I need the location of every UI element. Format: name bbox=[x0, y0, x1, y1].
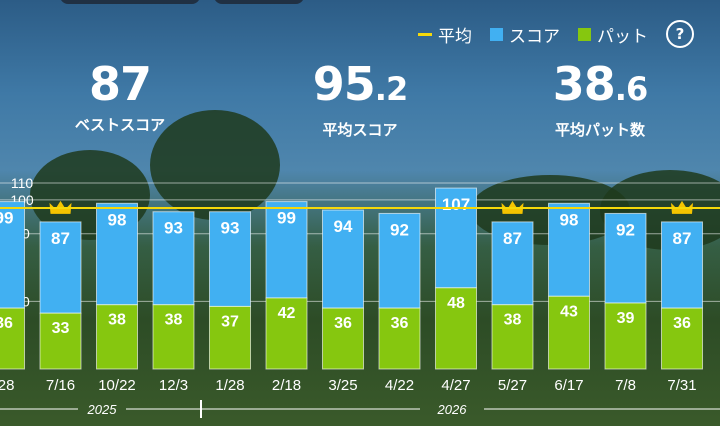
putt-bar bbox=[378, 307, 421, 370]
putt-bar bbox=[0, 307, 25, 370]
tab-stub-left[interactable] bbox=[60, 0, 200, 4]
x-tick-label: 2/18 bbox=[272, 377, 301, 394]
x-tick-label: 7/16 bbox=[46, 377, 75, 394]
putt-value-label: 33 bbox=[52, 320, 70, 337]
stat-best-score: 87 ベストスコア bbox=[20, 56, 220, 135]
x-tick-label: 4/27 bbox=[441, 377, 470, 394]
score-value-label: 99 bbox=[277, 209, 296, 228]
putt-value-label: 36 bbox=[0, 315, 13, 332]
legend-average-label: 平均 bbox=[438, 26, 472, 47]
score-value-label: 94 bbox=[334, 217, 353, 236]
score-value-label: 99 bbox=[0, 209, 13, 228]
putt-swatch bbox=[578, 27, 591, 41]
average-putts-value: 38.6 bbox=[500, 56, 700, 117]
score-value-label: 87 bbox=[503, 229, 522, 248]
putt-value-label: 38 bbox=[108, 312, 126, 329]
putt-value-label: 36 bbox=[673, 315, 691, 332]
average-score-label: 平均スコア bbox=[322, 121, 398, 139]
score-bar bbox=[548, 202, 590, 297]
putt-bar bbox=[661, 307, 703, 370]
average-putts-int: 38 bbox=[552, 57, 616, 111]
score-bar bbox=[435, 187, 477, 289]
score-value-label: 92 bbox=[616, 220, 635, 239]
putt-bar bbox=[491, 304, 534, 370]
score-value-label: 107 bbox=[442, 195, 470, 214]
score-value-label: 98 bbox=[108, 210, 127, 229]
score-value-label: 93 bbox=[221, 219, 240, 238]
legend-putt: パット bbox=[578, 22, 648, 47]
score-value-label: 87 bbox=[51, 229, 70, 248]
score-bar bbox=[491, 221, 534, 306]
average-swatch bbox=[418, 32, 432, 36]
stat-average-putts: 38.6 平均パット数 bbox=[500, 56, 700, 140]
legend-average: 平均 bbox=[418, 22, 472, 47]
x-tick-label: 12/3 bbox=[159, 377, 188, 394]
putt-value-label: 36 bbox=[334, 315, 352, 332]
putt-bar bbox=[39, 312, 82, 370]
tab-stub-right[interactable] bbox=[214, 0, 304, 4]
legend-score-label: スコア bbox=[509, 26, 560, 47]
putt-value-label: 48 bbox=[447, 295, 465, 312]
average-putts-label: 平均パット数 bbox=[554, 121, 645, 139]
putt-bar bbox=[209, 305, 251, 370]
x-tick-label: 6/17 bbox=[554, 377, 583, 394]
average-putts-dec: .6 bbox=[614, 70, 648, 108]
x-tick-label: 7/8 bbox=[615, 377, 636, 394]
putt-value-label: 39 bbox=[617, 310, 635, 327]
score-bar bbox=[209, 211, 251, 307]
scenery-tree bbox=[150, 110, 280, 220]
score-bar bbox=[265, 201, 308, 299]
legend: 平均 スコア パット ? bbox=[418, 20, 694, 48]
x-tick-label: 3/25 bbox=[328, 377, 357, 394]
putt-bar bbox=[322, 307, 364, 370]
legend-putt-label: パット bbox=[597, 26, 648, 47]
score-value-label: 98 bbox=[560, 210, 579, 229]
legend-score: スコア bbox=[490, 22, 560, 47]
score-value-label: 92 bbox=[390, 220, 409, 239]
score-bar bbox=[96, 202, 138, 306]
putt-value-label: 38 bbox=[165, 312, 183, 329]
x-tick-label: /28 bbox=[0, 377, 14, 394]
year-label: 2025 bbox=[87, 402, 118, 417]
best-score-label: ベストスコア bbox=[74, 116, 166, 134]
score-swatch bbox=[490, 27, 503, 41]
year-label: 2026 bbox=[437, 402, 468, 417]
score-bar bbox=[152, 211, 195, 306]
y-tick-label: 110 bbox=[11, 175, 34, 191]
putt-value-label: 36 bbox=[391, 315, 409, 332]
score-value-label: 93 bbox=[164, 219, 183, 238]
average-score-value: 95.2 bbox=[260, 56, 460, 117]
score-bar bbox=[0, 201, 25, 309]
putt-bar bbox=[548, 295, 590, 370]
putt-bar bbox=[265, 297, 308, 370]
stat-average-score: 95.2 平均スコア bbox=[260, 56, 460, 140]
score-bar bbox=[604, 212, 647, 304]
putt-bar bbox=[152, 304, 195, 370]
putt-value-label: 38 bbox=[504, 312, 522, 329]
putt-bar bbox=[435, 287, 477, 370]
average-score-int: 95 bbox=[312, 57, 376, 111]
x-tick-label: 10/22 bbox=[98, 377, 136, 394]
score-bar bbox=[378, 212, 421, 309]
putt-value-label: 42 bbox=[278, 305, 296, 322]
putt-bar bbox=[604, 302, 647, 370]
average-score-dec: .2 bbox=[374, 70, 408, 108]
putt-value-label: 37 bbox=[221, 313, 239, 330]
x-tick-label: 4/22 bbox=[385, 377, 414, 394]
score-value-label: 87 bbox=[673, 229, 692, 248]
help-icon[interactable]: ? bbox=[666, 20, 694, 48]
x-tick-label: 7/31 bbox=[667, 377, 696, 394]
putt-bar bbox=[96, 304, 138, 370]
best-score-value: 87 bbox=[88, 57, 152, 111]
putt-value-label: 43 bbox=[560, 303, 578, 320]
x-tick-label: 5/27 bbox=[498, 377, 527, 394]
score-bar bbox=[322, 209, 364, 309]
x-tick-label: 1/28 bbox=[215, 377, 244, 394]
